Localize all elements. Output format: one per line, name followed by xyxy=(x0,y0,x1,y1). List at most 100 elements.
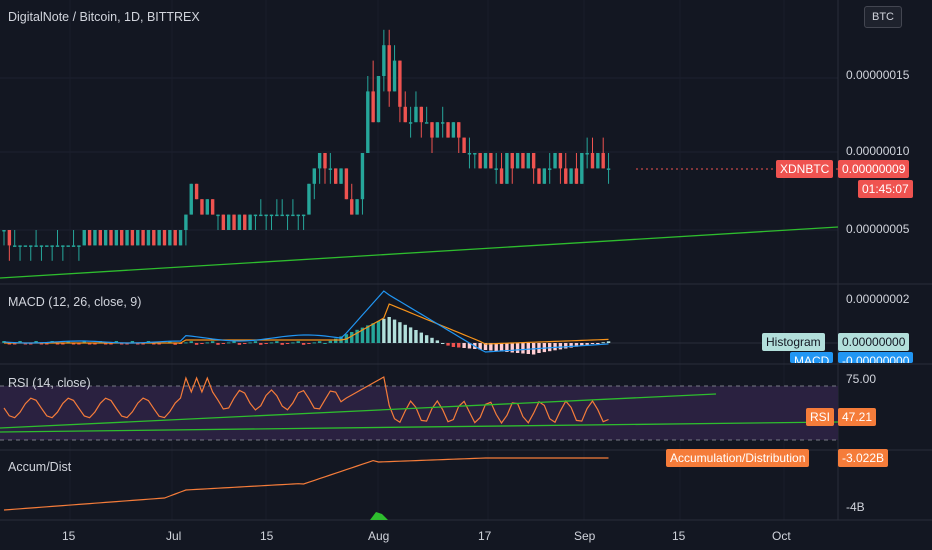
candle-body xyxy=(264,214,268,217)
candle-body xyxy=(275,214,279,217)
macd-histogram-bar xyxy=(114,341,119,343)
macd-histogram-bar xyxy=(291,342,295,344)
macd-histogram-bar xyxy=(424,335,429,343)
candle-body xyxy=(392,60,397,92)
event-marker xyxy=(370,512,388,520)
macd-histogram-bar xyxy=(457,343,461,348)
candle-body xyxy=(2,230,6,232)
candle-body xyxy=(71,245,76,247)
candle-body xyxy=(505,153,509,184)
candle-body xyxy=(430,122,434,138)
candle-body xyxy=(253,214,258,217)
macd-histogram-bar xyxy=(152,343,156,345)
candle-body xyxy=(366,91,370,153)
macd-histogram-bar xyxy=(580,343,584,346)
candle-body xyxy=(291,214,295,217)
candle-body xyxy=(596,153,600,169)
macd-histogram-bar xyxy=(7,343,12,345)
macd-histogram-bar xyxy=(285,343,290,344)
macd-histogram-bar xyxy=(483,343,488,350)
candle-body xyxy=(564,168,568,184)
candle-body xyxy=(61,245,65,247)
candle-body xyxy=(77,245,81,247)
candle-body xyxy=(350,199,354,215)
histogram-label: Histogram xyxy=(762,333,825,351)
candle-body xyxy=(424,122,429,124)
macd-signal-line xyxy=(4,303,609,345)
macd-histogram-bar xyxy=(82,341,86,343)
currency-button[interactable]: BTC xyxy=(864,6,902,28)
candle-body xyxy=(18,245,22,247)
macd-histogram-bar xyxy=(307,343,311,344)
macd-histogram-bar xyxy=(232,341,236,343)
candle-body xyxy=(408,122,413,124)
macd-histogram-bar xyxy=(301,343,306,345)
candle-body xyxy=(489,153,493,169)
candle-body xyxy=(499,168,504,184)
countdown-tag: 01:45:07 xyxy=(858,180,913,198)
candle-body xyxy=(590,153,595,169)
candle-body xyxy=(446,122,450,138)
rsi-trendline-upper xyxy=(0,393,717,429)
macd-histogram-bar xyxy=(23,343,28,345)
candle-body xyxy=(184,214,188,230)
candle-body xyxy=(221,214,226,230)
candle-body xyxy=(398,60,402,107)
candle-body xyxy=(23,245,28,247)
candle-body xyxy=(243,214,247,230)
macd-histogram-bar xyxy=(205,342,209,344)
accum-line xyxy=(3,457,609,511)
macd-histogram-bar xyxy=(499,343,504,352)
macd-histogram-bar xyxy=(248,342,252,344)
accum-title: Accum/Dist xyxy=(8,460,72,474)
macd-histogram-bar xyxy=(376,321,381,343)
time-tick: Jul xyxy=(166,529,182,543)
candle-body xyxy=(146,230,151,246)
macd-histogram-bar xyxy=(66,341,70,343)
candle-body xyxy=(280,214,284,217)
macd-histogram-bar xyxy=(120,343,124,345)
candle-body xyxy=(580,153,584,184)
candle-body xyxy=(29,245,33,247)
macd-title: MACD (12, 26, close, 9) xyxy=(8,295,142,309)
macd-histogram-bar xyxy=(360,327,365,343)
rsi-axis-tick: 75.00 xyxy=(846,372,877,386)
macd-histogram-bar xyxy=(34,341,38,343)
macd-histogram-bar xyxy=(312,342,316,344)
candle-body xyxy=(259,214,263,217)
candle-body xyxy=(537,168,541,184)
macd-histogram-bar xyxy=(574,343,579,347)
candle-body xyxy=(216,214,220,217)
candle-body xyxy=(82,230,86,246)
candle-body xyxy=(510,153,514,169)
candle-body xyxy=(553,153,557,169)
macd-histogram-bar xyxy=(317,341,322,343)
candle-body xyxy=(558,153,563,169)
macd-histogram-bar xyxy=(194,343,199,345)
candle-body xyxy=(328,168,333,170)
macd-histogram-bar xyxy=(125,343,129,345)
last-price-tag: 0.00000009 xyxy=(838,160,910,178)
macd-axis-tick: 0.00000002 xyxy=(846,292,910,306)
macd-histogram-bar xyxy=(29,343,33,345)
macd-histogram-bar xyxy=(569,343,573,348)
macd-histogram-bar xyxy=(441,343,445,344)
macd-histogram-bar xyxy=(93,343,97,345)
macd-histogram-bar xyxy=(601,342,605,344)
chart-title: DigitalNote / Bitcoin, 1D, BITTREX xyxy=(8,10,200,24)
histogram-value: 0.00000000 xyxy=(838,333,910,351)
macd-histogram-bar xyxy=(13,343,17,345)
candle-body xyxy=(87,230,92,246)
price-tick: 0.00000015 xyxy=(846,68,910,82)
candle-body xyxy=(441,122,445,124)
candle-body xyxy=(355,199,359,215)
candle-body xyxy=(285,214,290,217)
macd-histogram-bar xyxy=(548,343,552,352)
macd-histogram-bar xyxy=(136,343,140,345)
candle-body xyxy=(189,183,193,215)
candle-body xyxy=(232,214,236,230)
candle-body xyxy=(114,230,119,246)
accum-value: -3.022B xyxy=(838,449,889,467)
